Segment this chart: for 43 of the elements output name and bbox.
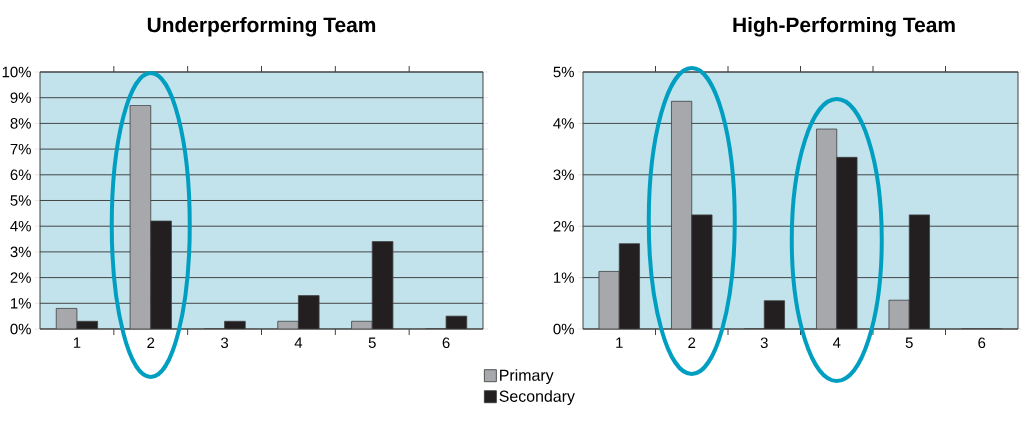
x-tick-label: 1 — [616, 337, 623, 348]
y-tick-label: 5% — [553, 66, 574, 78]
y-tick-label: 8% — [10, 118, 31, 129]
bar — [909, 214, 930, 329]
y-tick-label: 7% — [10, 143, 31, 155]
y-tick-label: 0% — [553, 323, 574, 335]
y-tick-label: 1% — [11, 298, 31, 309]
bar — [598, 271, 620, 329]
bar — [372, 241, 393, 329]
bar — [619, 243, 640, 329]
chart-title: Underperforming Team — [147, 16, 376, 37]
y-tick-label: 5% — [10, 195, 31, 206]
y-tick-label: 4% — [10, 220, 31, 232]
y-tick-label: 10% — [2, 66, 31, 78]
x-tick-label: 6 — [978, 337, 986, 349]
legend-label: Primary — [500, 369, 554, 385]
x-tick-label: 3 — [760, 337, 768, 349]
y-tick-label: 3% — [553, 169, 574, 181]
bar — [816, 129, 837, 329]
y-tick-label: 1% — [554, 272, 574, 283]
y-tick-label: 0% — [10, 323, 31, 335]
x-tick-label: 2 — [147, 337, 155, 348]
x-tick-label: 1 — [73, 337, 81, 348]
y-tick-label: 2% — [10, 272, 31, 283]
x-tick-label: 4 — [294, 337, 303, 348]
bar — [130, 105, 151, 329]
y-tick-label: 6% — [10, 169, 31, 181]
x-tick-label: 3 — [220, 337, 229, 349]
y-tick-label: 3% — [10, 246, 31, 258]
bar — [671, 101, 692, 329]
y-tick-label: 2% — [553, 220, 574, 232]
x-tick-label: 4 — [832, 337, 841, 348]
chart-title: High-Performing Team — [733, 16, 955, 37]
x-tick-label: 5 — [905, 337, 913, 348]
x-tick-label: 5 — [368, 337, 376, 348]
x-tick-label: 2 — [688, 337, 696, 348]
legend-label: Secondary — [499, 390, 575, 406]
y-tick-label: 4% — [553, 118, 574, 129]
bar — [691, 214, 713, 329]
bar — [836, 157, 858, 329]
bar — [150, 221, 172, 329]
y-tick-label: 9% — [10, 92, 31, 103]
x-tick-label: 6 — [442, 337, 450, 349]
